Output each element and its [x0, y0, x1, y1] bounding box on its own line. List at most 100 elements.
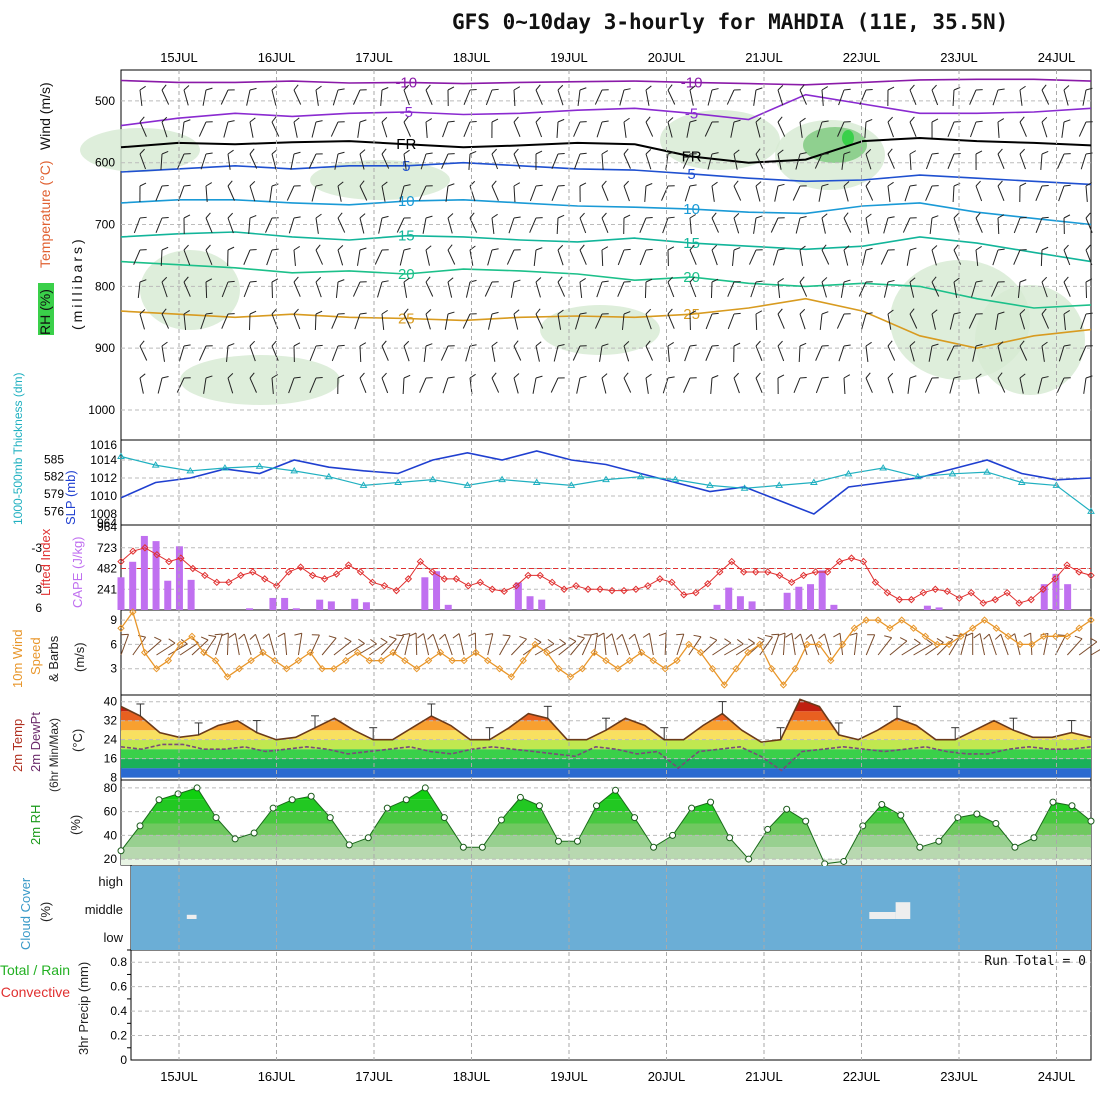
wind10m-barb [759, 634, 773, 656]
barb-flag [1019, 373, 1026, 379]
barb-staff [601, 217, 609, 234]
barb-flag [755, 117, 762, 123]
wind10m-barb [877, 635, 893, 656]
barb-staff [909, 89, 917, 106]
barb-staff [644, 185, 647, 202]
lifted-tick: 3 [35, 582, 42, 596]
barb-staff [1041, 281, 1048, 298]
thickness-line [120, 455, 1092, 512]
wind-speed-marker [507, 673, 516, 681]
date-label-top: 18JUL [453, 50, 491, 65]
barb-flag [249, 215, 257, 219]
barb-staff [733, 153, 738, 170]
barb-flag [381, 181, 388, 187]
wind-barb [374, 249, 389, 265]
barb-flag [161, 150, 169, 155]
wind-speed-marker [720, 681, 729, 689]
barb-flag [427, 633, 434, 640]
barb-flag [249, 148, 255, 155]
cloud-axis-label: Cloud Cover [18, 877, 33, 950]
wind-speed-marker [188, 632, 196, 641]
barb-flag [755, 87, 763, 91]
barb-flag [238, 633, 245, 640]
barb-flag [579, 244, 585, 251]
wind-barb [331, 313, 345, 329]
cape-bar [935, 607, 943, 610]
barb-staff [838, 89, 845, 106]
wind-barb [551, 153, 565, 169]
barb-staff [593, 633, 598, 656]
barb-flag [821, 153, 829, 155]
barb-staff [491, 217, 495, 234]
barb-staff [748, 249, 757, 265]
barb-staff [988, 634, 997, 656]
barb-flag [425, 118, 433, 123]
wind-barb [469, 245, 476, 266]
wind-barb [838, 344, 851, 362]
cape-tick: 482 [97, 562, 117, 576]
barb-staff [535, 89, 543, 105]
wind-barb [727, 312, 741, 330]
wind-barb [601, 212, 609, 234]
barb-flag [693, 634, 702, 638]
precip-tick: 0.6 [110, 980, 127, 994]
barb-staff [491, 377, 500, 393]
wind-barb [644, 183, 653, 202]
barb-staff [777, 281, 781, 298]
lifted-marker [548, 578, 556, 587]
wind-barb [266, 248, 279, 266]
barb-staff [953, 217, 960, 234]
cape-bar [316, 599, 324, 610]
wind-barb [968, 313, 983, 329]
barb-staff [402, 377, 405, 395]
wind-barb [293, 117, 300, 138]
barb-flag [579, 121, 587, 123]
rh-marker [459, 843, 467, 851]
barb-staff [887, 185, 891, 202]
barb-flag [1063, 85, 1070, 91]
wind-barb [447, 86, 455, 107]
barb-flag [447, 213, 454, 219]
barb-flag [1041, 84, 1047, 91]
barb-flag [821, 120, 829, 123]
barb-flag [1019, 116, 1025, 123]
barb-staff [861, 313, 867, 330]
barb-staff [792, 185, 801, 201]
temperature-contour [120, 161, 1092, 186]
wind-barb [777, 340, 785, 362]
wind-barb [816, 120, 829, 138]
barb-flag [997, 372, 1003, 379]
barb-staff [293, 121, 298, 138]
barb-flag [931, 245, 938, 251]
barb-flag [577, 635, 585, 639]
temperature-contour [120, 93, 1092, 127]
barb-flag [887, 148, 893, 155]
lifted-marker [931, 585, 940, 593]
barb-flag [161, 84, 167, 91]
barb-staff [271, 89, 277, 106]
barb-flag [843, 245, 850, 251]
wind10m-barb [901, 638, 921, 656]
wind-barb [1080, 312, 1093, 330]
barb-staff [381, 185, 386, 202]
wind-speed-marker [247, 656, 255, 665]
barb-flag [249, 117, 256, 123]
barb-staff [1040, 153, 1043, 170]
barb-flag [535, 375, 543, 379]
barb-staff [1082, 89, 1087, 106]
barb-staff [469, 217, 478, 233]
barb-staff [557, 281, 566, 297]
cape-bar [187, 579, 195, 610]
barb-flag [997, 311, 1005, 315]
rh-marker [136, 822, 144, 830]
wind-barb [246, 87, 257, 106]
barb-staff [557, 249, 564, 266]
lifted-marker [536, 571, 544, 580]
barb-flag [359, 119, 367, 123]
barb-staff [947, 153, 955, 170]
barb-flag [403, 217, 411, 219]
barb-flag [994, 633, 1002, 640]
barb-staff [293, 281, 301, 297]
barb-flag [491, 213, 498, 219]
precip-tick: 0.4 [110, 1004, 127, 1018]
